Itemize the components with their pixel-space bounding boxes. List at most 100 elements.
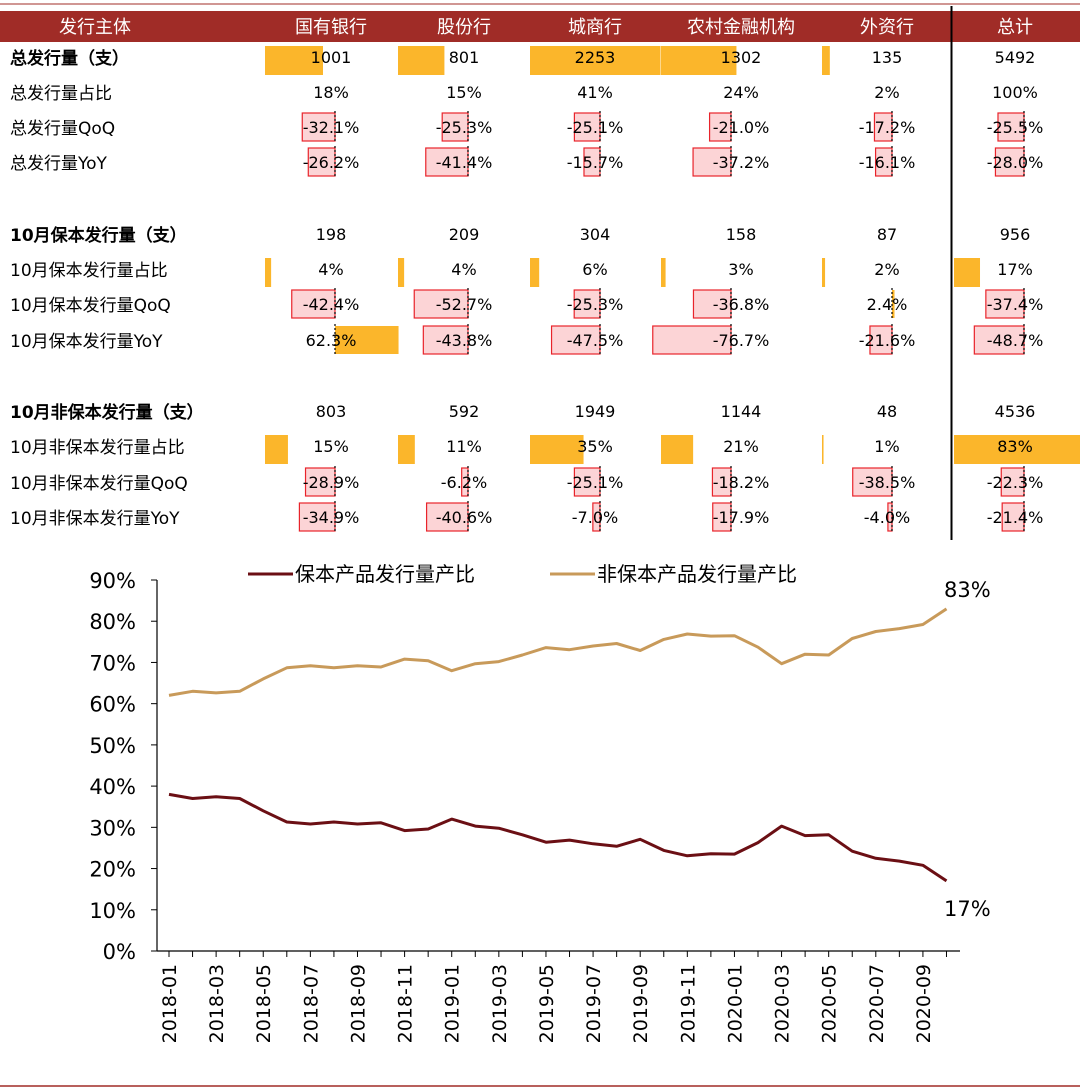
data-bar bbox=[530, 258, 540, 287]
cell-value: 4% bbox=[318, 260, 343, 279]
data-bar bbox=[398, 258, 405, 287]
data-bar bbox=[530, 435, 584, 464]
y-tick-label: 70% bbox=[89, 651, 136, 675]
cell-value: 592 bbox=[449, 402, 480, 421]
header-cell-3: 城商行 bbox=[568, 17, 622, 38]
cell-value: 62.3% bbox=[306, 331, 357, 350]
y-tick-label: 80% bbox=[89, 610, 136, 634]
cell-value: -25.3% bbox=[436, 118, 493, 137]
row-label: 10月保本发行量（支） bbox=[10, 225, 187, 246]
x-tick-label: 2019-01 bbox=[442, 964, 464, 1043]
header-cell-0: 发行主体 bbox=[59, 17, 131, 38]
cell-value: -21.0% bbox=[713, 118, 770, 137]
cell-value: 2% bbox=[874, 83, 899, 102]
cell-value: 15% bbox=[446, 83, 482, 102]
data-bar bbox=[661, 258, 666, 287]
x-tick-label: 2020-03 bbox=[772, 964, 794, 1043]
table-row: 10月非保本发行量（支） 803 592 1949 1144 48 4536 bbox=[10, 402, 1035, 423]
cell-value: 11% bbox=[446, 437, 482, 456]
cell-value: 304 bbox=[580, 225, 611, 244]
data-bar bbox=[441, 112, 469, 142]
cell-value: -43.8% bbox=[436, 331, 493, 350]
data-bar bbox=[422, 325, 469, 355]
x-tick-label: 2018-09 bbox=[347, 964, 369, 1043]
cell-value: -28.0% bbox=[987, 153, 1044, 172]
table-row: 总发行量QoQ -32.1% -25.3% -25.1% -21.0% -17.2% -25… bbox=[10, 111, 1043, 143]
x-tick-label: 2020-05 bbox=[819, 964, 841, 1043]
x-tick-label: 2020-01 bbox=[724, 964, 746, 1043]
x-tick-label: 2019-03 bbox=[489, 964, 511, 1043]
cell-value: -36.8% bbox=[713, 295, 770, 314]
data-bar bbox=[413, 289, 469, 319]
data-bar bbox=[692, 147, 732, 177]
data-bar bbox=[265, 46, 323, 75]
table-row: 总发行量（支） 1001 801 2253 1302 135 5492 bbox=[10, 46, 1035, 75]
cell-value: 35% bbox=[577, 437, 613, 456]
data-bar bbox=[822, 258, 826, 287]
cell-value: 135 bbox=[872, 48, 903, 67]
cell-value: 24% bbox=[723, 83, 759, 102]
header-cell-1: 国有银行 bbox=[295, 17, 367, 38]
cell-value: 83% bbox=[997, 437, 1033, 456]
table-row: 10月非保本发行量占比 15% 11% 35% 21% 1% 83% bbox=[10, 435, 1080, 464]
data-bar bbox=[265, 435, 288, 464]
row-label: 总发行量YoY bbox=[10, 154, 108, 174]
x-tick-label: 2019-11 bbox=[677, 964, 699, 1043]
data-bar bbox=[335, 326, 399, 354]
table-row: 10月非保本发行量QoQ -28.9% -6.2% -25.1% -18.2% -38.5… bbox=[10, 466, 1043, 498]
data-bar bbox=[822, 435, 824, 464]
x-tick-label: 2018-01 bbox=[159, 964, 181, 1043]
row-label: 10月保本发行量QoQ bbox=[10, 296, 171, 316]
row-label: 10月非保本发行量（支） bbox=[10, 402, 204, 423]
cell-value: -41.4% bbox=[436, 153, 493, 172]
cell-value: 803 bbox=[316, 402, 347, 421]
cell-value: 100% bbox=[992, 83, 1038, 102]
data-bar bbox=[301, 112, 336, 142]
legend-label: 非保本产品发行量产比 bbox=[597, 562, 797, 586]
cell-value: -37.4% bbox=[987, 295, 1044, 314]
cell-value: 209 bbox=[449, 225, 480, 244]
cell-value: 4536 bbox=[995, 402, 1036, 421]
cell-value: -22.3% bbox=[987, 473, 1044, 492]
header-cell-4: 农村金融机构 bbox=[687, 17, 795, 38]
cell-value: 21% bbox=[723, 437, 759, 456]
cell-value: 6% bbox=[582, 260, 607, 279]
row-label: 总发行量QoQ bbox=[10, 119, 115, 139]
cell-value: -21.6% bbox=[859, 331, 916, 350]
cell-value: -4.0% bbox=[864, 508, 910, 527]
cell-value: -25.3% bbox=[567, 295, 624, 314]
y-tick-label: 20% bbox=[89, 858, 136, 882]
cell-value: -26.2% bbox=[303, 153, 360, 172]
data-bar bbox=[892, 290, 895, 318]
y-tick-label: 90% bbox=[89, 569, 136, 593]
cell-value: 1001 bbox=[311, 48, 352, 67]
cell-value: 1144 bbox=[721, 402, 762, 421]
x-tick-label: 2020-07 bbox=[866, 964, 888, 1043]
cell-value: 3% bbox=[728, 260, 753, 279]
data-bar bbox=[973, 325, 1025, 355]
cell-value: -17.9% bbox=[713, 508, 770, 527]
cell-value: -37.2% bbox=[713, 153, 770, 172]
x-tick-label: 2020-09 bbox=[913, 964, 935, 1043]
data-bar bbox=[398, 46, 445, 75]
data-bar bbox=[265, 258, 272, 287]
cell-value: 2.4% bbox=[867, 295, 908, 314]
cell-value: -47.5% bbox=[567, 331, 624, 350]
cell-value: 5492 bbox=[995, 48, 1036, 67]
cell-value: 1949 bbox=[575, 402, 616, 421]
y-tick-label: 50% bbox=[89, 734, 136, 758]
cell-value: -32.1% bbox=[303, 118, 360, 137]
cell-value: 2253 bbox=[575, 48, 616, 67]
x-tick-label: 2019-09 bbox=[630, 964, 652, 1043]
cell-value: -52.7% bbox=[436, 295, 493, 314]
x-tick-label: 2018-03 bbox=[206, 964, 228, 1043]
row-label: 10月保本发行量YoY bbox=[10, 332, 163, 352]
table-row: 10月非保本发行量YoY -34.9% -40.6% -7.0% -17.9% -4.0%… bbox=[10, 501, 1043, 533]
cell-value: -16.1% bbox=[859, 153, 916, 172]
data-bar bbox=[661, 46, 737, 75]
cell-value: 2% bbox=[874, 260, 899, 279]
x-tick-label: 2019-07 bbox=[583, 964, 605, 1043]
table-row: 10月保本发行量YoY 62.3% -43.8% -47.5% -76.7% -21.6%… bbox=[10, 324, 1043, 356]
cell-value: 1302 bbox=[721, 48, 762, 67]
